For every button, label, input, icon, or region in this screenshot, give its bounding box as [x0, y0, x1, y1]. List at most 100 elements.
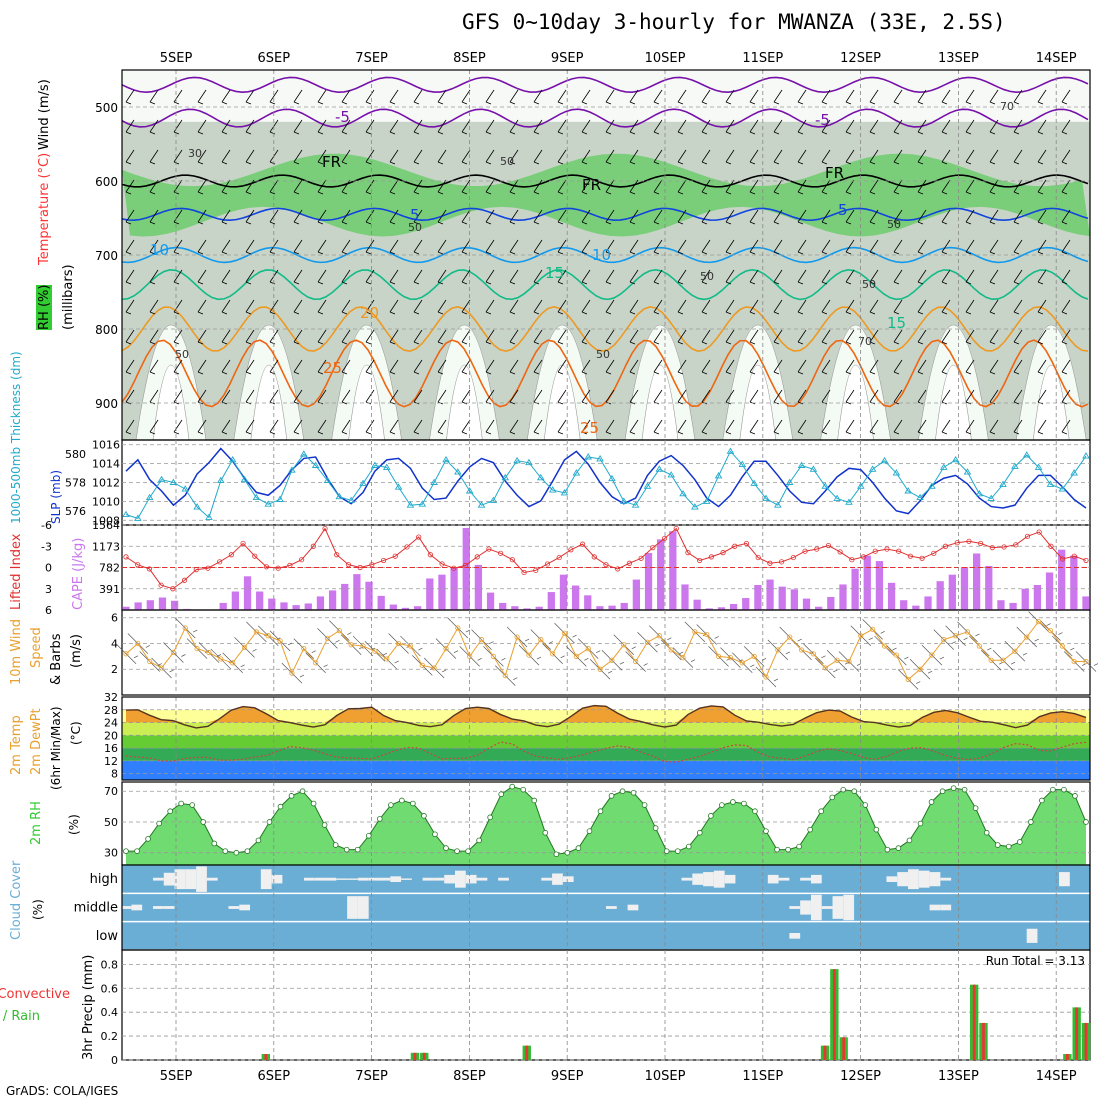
rh2m-point	[432, 831, 438, 838]
wind-barb	[893, 359, 903, 375]
wind-barb	[533, 269, 543, 285]
wind10-speed-point	[336, 628, 342, 634]
cape-bar	[985, 565, 993, 610]
axis-label-wind10-d: (m/s)	[69, 634, 84, 668]
cloud-cell-high	[476, 877, 488, 881]
wind-barb	[341, 209, 351, 225]
slp-point	[916, 493, 924, 501]
wind-barb	[413, 239, 423, 255]
wind-barb	[797, 389, 807, 405]
cape-bar	[924, 596, 932, 610]
date-label-top: 9SEP	[551, 51, 584, 66]
axis-label-temp2m-b: 2m DewPt	[29, 708, 44, 775]
wind-barb	[173, 269, 183, 285]
cape-bar	[268, 598, 276, 610]
lifted-index-point	[1071, 553, 1077, 559]
cloud-level-label: high	[90, 872, 118, 887]
cape-bar	[644, 552, 653, 610]
wind-barb	[389, 269, 399, 285]
cape-bar	[134, 602, 142, 610]
lifted-index-point	[556, 554, 562, 561]
wind10-speed-point	[573, 653, 579, 659]
wind-barb	[317, 299, 327, 315]
slp-point	[928, 482, 936, 489]
rh-dry-core	[739, 365, 777, 441]
wind10-speed-point	[218, 656, 224, 662]
precip-convective-bar	[832, 969, 836, 1060]
wind10-speed-point	[668, 647, 674, 653]
wind10-barb	[530, 629, 553, 650]
wind-barb	[293, 389, 303, 405]
cape-tick-label: 1564	[92, 519, 120, 532]
wind-barb	[605, 299, 615, 315]
temperature-warm-area	[126, 705, 1086, 723]
rh2m-point	[520, 786, 527, 793]
wind-barb	[125, 389, 135, 405]
slp-point	[169, 478, 178, 485]
wind-barb	[557, 389, 567, 405]
wind-barb	[437, 299, 447, 315]
wind10-speed-point	[135, 640, 141, 647]
cape-bar	[1082, 596, 1090, 610]
slp-point	[276, 495, 284, 502]
cape-bar	[535, 606, 543, 610]
wind-barb	[125, 179, 135, 195]
cloud-cell-high	[390, 876, 402, 882]
wind-barb	[245, 419, 255, 435]
wind-barb	[797, 119, 807, 135]
wind-barb	[773, 269, 783, 285]
wind-barb	[293, 299, 303, 315]
wind-barb	[653, 89, 663, 105]
wind-barb	[125, 329, 135, 345]
cloud-cell-middle	[228, 906, 240, 909]
rh2m-point	[1050, 786, 1056, 793]
wind-barb	[965, 149, 975, 165]
rh2m-point	[255, 837, 262, 844]
rh-dry-core	[837, 365, 874, 441]
wind10-speed-point	[301, 646, 307, 652]
wind-barb	[149, 179, 159, 195]
wind-barb	[749, 269, 759, 285]
wind10-speed-point	[407, 643, 414, 649]
rh2m-point	[1028, 819, 1034, 825]
wind-barb	[1061, 119, 1071, 135]
wind10-speed-point	[787, 634, 793, 640]
wind-barb	[461, 299, 471, 315]
wind-barb	[773, 89, 783, 105]
slp-point	[963, 468, 972, 475]
wind-barb	[917, 209, 927, 225]
slp-point	[418, 500, 427, 507]
temp2m-tick-label: 16	[104, 742, 118, 755]
rh2m-point	[365, 832, 372, 839]
date-label-top: 8SEP	[453, 51, 486, 66]
lifted-index-point	[942, 543, 949, 549]
slp-point	[691, 503, 699, 510]
wind-barb	[893, 179, 903, 195]
slp-point	[975, 489, 984, 497]
wind-barb	[701, 119, 711, 135]
wind-barb	[365, 89, 375, 105]
lifted-index-point	[954, 540, 960, 546]
cloud-cell-middle	[152, 906, 164, 909]
slp-point	[845, 498, 853, 505]
rh-legend-swatch	[36, 285, 52, 330]
wind10-barb	[815, 657, 838, 679]
wind10-speed-point	[550, 651, 556, 657]
wind-barb	[629, 389, 639, 405]
cloud-cell-high	[541, 877, 553, 881]
wind-barb	[989, 359, 999, 375]
cloud-cell-high	[185, 869, 197, 890]
cloud-cell-high	[303, 877, 315, 881]
cloud-cell-high	[929, 872, 941, 887]
temperature-contour-label: -5	[335, 108, 350, 126]
wind-barb	[413, 329, 423, 345]
lifted-index-point	[404, 544, 410, 550]
wind10-speed-point	[253, 629, 259, 635]
slp-point	[228, 455, 237, 463]
wind-barb	[845, 119, 855, 135]
wind-barb	[917, 149, 927, 165]
lifted-index-point	[217, 559, 223, 565]
wind-barb	[437, 209, 447, 225]
wind-barb	[965, 239, 975, 255]
lifted-index-point	[310, 543, 316, 549]
